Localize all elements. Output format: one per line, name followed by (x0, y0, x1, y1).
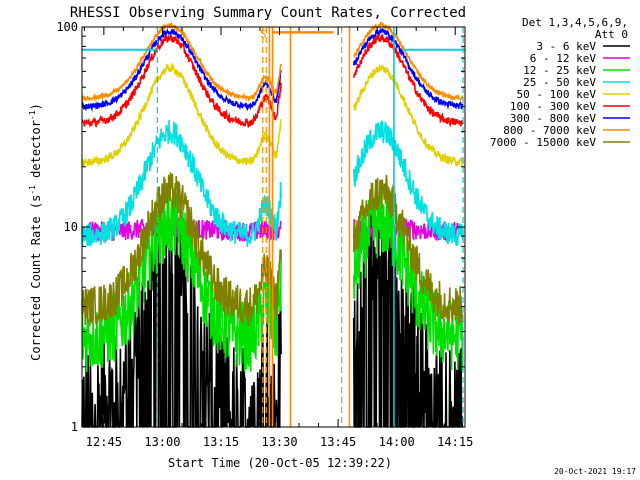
series-line-8-seg-0 (81, 172, 282, 327)
series-5 (81, 32, 464, 129)
y-axis-label: Corrected Count Rate (s-1 detector-1) (28, 103, 43, 361)
series-line-2-seg-1 (352, 188, 464, 372)
y-axis: 1 10 100 (56, 20, 465, 434)
series-line-7-seg-0 (81, 21, 282, 103)
series-line-6-seg-0 (81, 27, 282, 112)
legend-label-3: 25 - 50 keV (523, 76, 596, 89)
legend-label-0: 3 - 6 keV (536, 40, 596, 53)
legend-label-6: 300 - 800 keV (510, 112, 596, 125)
x-tick-label: 12:45 (86, 435, 122, 449)
series-line-3-seg-0 (81, 120, 282, 247)
legend-label-7: 800 - 7000 keV (503, 124, 596, 137)
chart-title: RHESSI Observing Summary Count Rates, Co… (70, 5, 466, 21)
series-4 (81, 61, 464, 168)
series-7 (81, 21, 464, 103)
y-axis-label-part-2: detector (29, 120, 43, 185)
x-axis-label: Start Time (20-Oct-05 12:39:22) (168, 456, 392, 470)
series-line-3-seg-1 (352, 119, 464, 246)
series-8 (81, 172, 464, 327)
marker-layer: S (82, 27, 465, 427)
legend-header-line-2: Att 0 (595, 28, 628, 41)
y-axis-label-part-1: Corrected Count Rate (s (29, 195, 43, 361)
y-axis-label-exp-2: -1 (28, 110, 37, 120)
legend-label-5: 100 - 300 keV (510, 100, 596, 113)
y-axis-label-exp-1: -1 (28, 185, 37, 195)
x-tick-label: 14:15 (437, 435, 473, 449)
legend-header-line-1: Det 1,3,4,5,6,9, (522, 16, 628, 29)
footer-timestamp: 20-Oct-2021 19:17 (554, 467, 636, 476)
x-tick-label: 13:30 (261, 435, 297, 449)
legend-label-8: 7000 - 15000 keV (490, 136, 596, 149)
y-tick-label: 10 (64, 220, 78, 234)
x-tick-label: 13:15 (203, 435, 239, 449)
saa-label: S (260, 27, 267, 40)
y-tick-label: 1 (71, 420, 78, 434)
x-tick-label: 13:00 (144, 435, 180, 449)
legend-label-1: 6 - 12 keV (530, 52, 597, 65)
y-tick-label: 100 (56, 20, 78, 34)
series-line-5-seg-0 (81, 33, 282, 129)
y-axis-label-part-3: ) (29, 103, 43, 110)
x-tick-label: 14:00 (379, 435, 415, 449)
x-axis: 12:45 13:00 13:15 13:30 13:45 14:00 14:15 (83, 27, 473, 449)
legend-label-4: 50 - 100 keV (517, 88, 597, 101)
series-line-4-seg-1 (352, 63, 464, 168)
series-line-8-seg-1 (352, 174, 464, 325)
series-line-7-seg-1 (353, 21, 464, 102)
x-tick-label: 13:45 (320, 435, 356, 449)
series-line-6-seg-1 (352, 26, 464, 110)
series-6 (81, 26, 464, 112)
legend-label-2: 12 - 25 keV (523, 64, 596, 77)
series-line-4-seg-0 (81, 61, 282, 167)
series-line-5-seg-1 (352, 32, 464, 128)
series-3 (81, 119, 464, 247)
